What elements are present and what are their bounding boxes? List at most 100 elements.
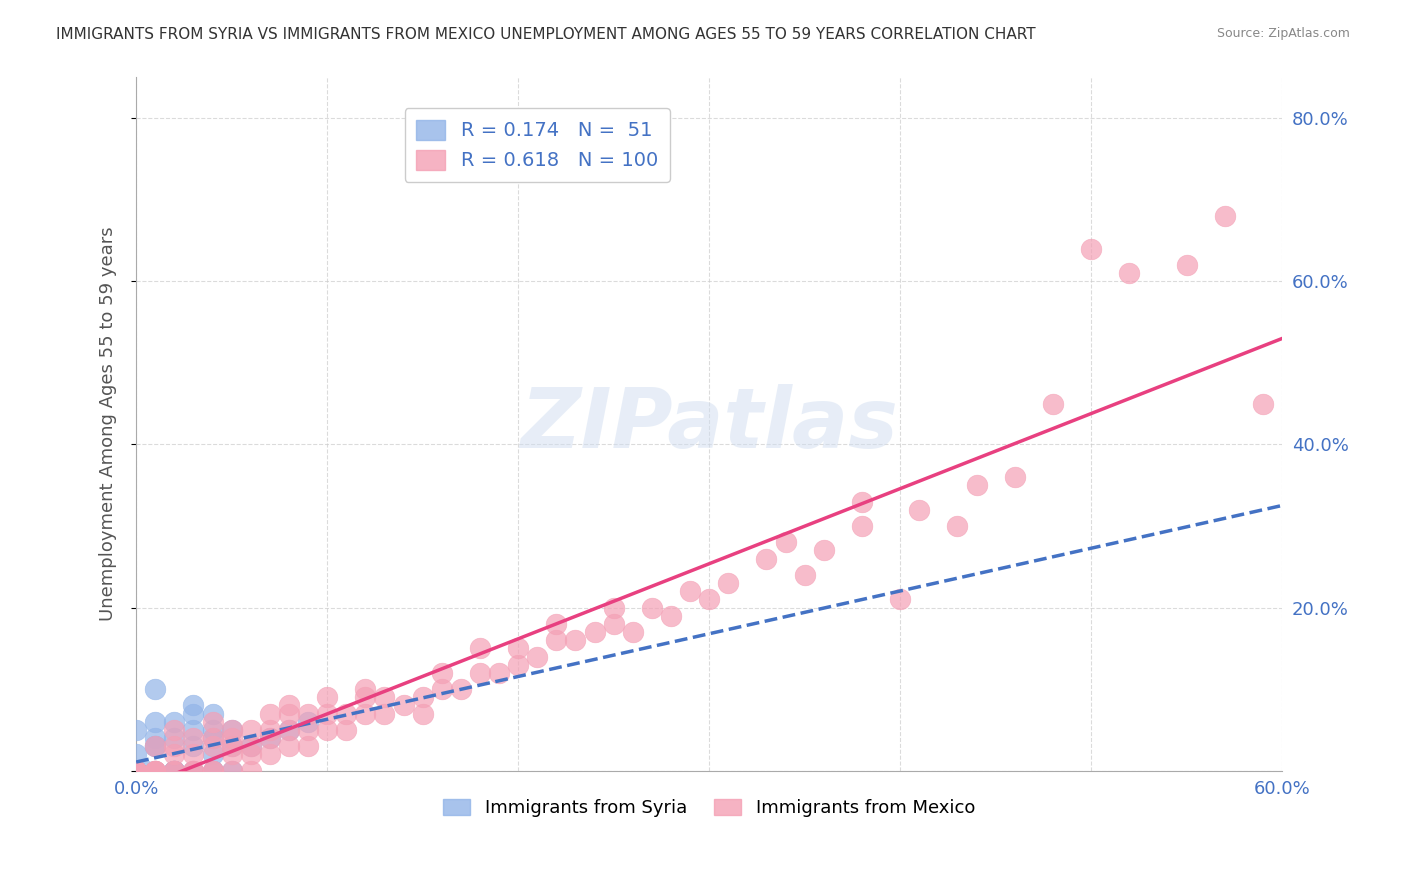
Point [125,764,148,778]
Point [163,764,186,778]
Point [468,641,491,656]
Point [163,764,186,778]
Point [259,747,281,762]
Point [354,690,377,705]
Point [125,764,148,778]
Point [183,706,205,721]
Point [143,764,166,778]
Point [201,731,224,745]
Point [183,739,205,754]
Point [125,764,148,778]
Point [221,764,243,778]
Point [354,706,377,721]
Point [412,690,434,705]
Point [239,739,262,754]
Point [221,723,243,737]
Point [163,764,186,778]
Legend: Immigrants from Syria, Immigrants from Mexico: Immigrants from Syria, Immigrants from M… [436,791,983,824]
Point [335,723,357,737]
Point [143,764,166,778]
Point [125,764,148,778]
Point [583,625,606,640]
Point [125,764,148,778]
Point [125,764,148,778]
Point [412,706,434,721]
Point [430,682,453,697]
Point [163,747,186,762]
Point [966,478,988,492]
Point [125,764,148,778]
Point [373,706,395,721]
Point [221,731,243,745]
Y-axis label: Unemployment Among Ages 55 to 59 years: Unemployment Among Ages 55 to 59 years [100,227,117,622]
Point [201,706,224,721]
Point [546,616,568,631]
Point [277,723,299,737]
Point [277,739,299,754]
Point [201,723,224,737]
Point [143,682,166,697]
Point [259,731,281,745]
Point [163,764,186,778]
Point [201,739,224,754]
Point [239,723,262,737]
Point [335,706,357,721]
Point [775,535,797,549]
Point [163,739,186,754]
Point [354,682,377,697]
Text: Source: ZipAtlas.com: Source: ZipAtlas.com [1216,27,1350,40]
Point [125,764,148,778]
Point [125,764,148,778]
Point [125,764,148,778]
Point [851,494,873,508]
Text: IMMIGRANTS FROM SYRIA VS IMMIGRANTS FROM MEXICO UNEMPLOYMENT AMONG AGES 55 TO 59: IMMIGRANTS FROM SYRIA VS IMMIGRANTS FROM… [56,27,1036,42]
Point [468,665,491,680]
Point [125,764,148,778]
Point [221,739,243,754]
Point [1213,209,1236,223]
Point [946,519,969,533]
Point [143,714,166,729]
Point [183,698,205,713]
Point [125,764,148,778]
Point [163,731,186,745]
Point [125,764,148,778]
Point [183,723,205,737]
Point [201,764,224,778]
Point [163,764,186,778]
Point [163,764,186,778]
Point [392,698,415,713]
Point [259,706,281,721]
Point [125,723,148,737]
Point [908,502,931,516]
Point [221,747,243,762]
Point [239,764,262,778]
Point [297,723,319,737]
Point [125,764,148,778]
Point [508,641,530,656]
Point [316,723,339,737]
Point [183,747,205,762]
Point [297,706,319,721]
Point [125,764,148,778]
Point [125,764,148,778]
Point [143,764,166,778]
Point [488,665,510,680]
Point [125,764,148,778]
Point [163,714,186,729]
Point [221,764,243,778]
Point [125,764,148,778]
Point [755,551,778,566]
Point [851,519,873,533]
Point [316,706,339,721]
Point [297,739,319,754]
Point [125,764,148,778]
Point [143,764,166,778]
Point [125,764,148,778]
Point [183,764,205,778]
Point [125,764,148,778]
Point [125,764,148,778]
Point [889,592,911,607]
Point [277,706,299,721]
Point [621,625,644,640]
